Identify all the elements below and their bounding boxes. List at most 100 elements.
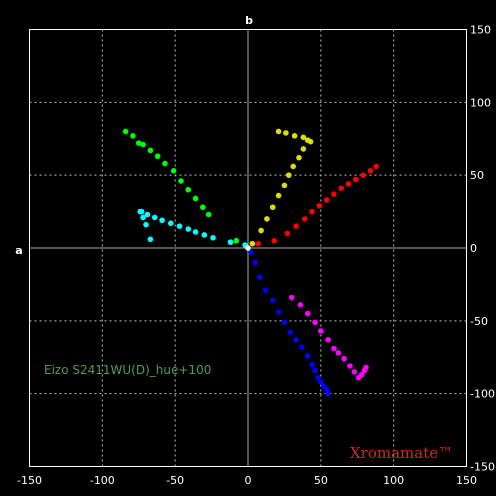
data-point [309,361,315,368]
data-point [300,134,307,141]
x-tick-label: 150 [456,474,477,487]
x-axis-title: a [15,244,22,257]
data-point [300,146,307,152]
data-point [293,223,299,229]
data-point [338,185,345,192]
data-point [290,163,296,170]
data-point [233,237,240,244]
data-point [325,336,331,343]
data-point [256,274,263,280]
data-point [373,163,379,170]
data-point [284,230,291,237]
data-point [281,319,288,326]
data-point [167,220,174,227]
data-point [192,195,199,202]
data-point [162,160,168,167]
data-point [275,309,282,315]
data-point [170,167,177,174]
data-point [122,128,129,135]
data-point [331,345,337,352]
data-point [287,329,294,336]
data-point [304,310,311,317]
data-point [352,176,359,183]
data-point [271,237,278,244]
data-point [296,154,302,161]
data-point [176,223,183,229]
y-tick-label: 100 [470,96,491,109]
data-point [154,153,161,160]
data-point [249,240,256,247]
data-points [122,128,379,397]
data-point [291,133,298,139]
data-point [283,130,289,136]
x-tick-label: -150 [17,474,42,487]
data-point [135,140,142,146]
data-point [227,239,234,245]
data-point [137,208,144,215]
data-point [367,167,374,174]
tick-labels: -150 -100 -50 0 50 100 150 150 100 50 0 -50 -100 -150 [17,24,495,488]
data-point [360,172,366,178]
data-point [201,232,208,238]
data-point [285,172,292,178]
y-tick-label: 150 [470,24,491,37]
data-point [264,216,270,222]
data-point [309,208,315,215]
data-point [302,216,308,222]
data-point [262,287,269,294]
data-point [318,328,324,334]
data-point [316,202,323,209]
data-point [140,214,146,221]
data-point [147,236,154,243]
data-point [307,138,314,145]
data-point [341,355,347,362]
data-point [297,302,304,308]
data-point [192,229,199,235]
data-point [147,147,154,154]
data-point [258,227,264,234]
y-axis-title: b [245,14,253,27]
data-point [248,249,254,256]
x-tick-label: 50 [314,474,328,487]
data-point [288,294,295,301]
data-point [178,178,184,184]
data-point [281,182,288,189]
data-point [140,141,146,148]
data-point [210,235,216,241]
data-point [351,369,358,375]
x-tick-label: 0 [245,474,252,487]
data-point [331,191,337,197]
data-point [335,350,342,356]
data-point [312,319,318,326]
data-point [304,352,311,359]
data-point [151,214,158,221]
data-point [144,211,151,218]
data-point [200,204,206,211]
data-point [185,186,192,193]
data-point [275,192,282,199]
data-point [255,240,261,247]
data-point [323,386,330,393]
data-point [358,371,365,378]
data-point [347,363,353,369]
data-point [159,217,165,224]
data-point [143,221,149,228]
y-tick-label: -100 [470,388,495,401]
y-tick-label: -150 [470,461,495,474]
data-point [205,211,212,218]
data-point [269,204,276,211]
data-point [245,245,251,251]
x-tick-label: -100 [90,474,115,487]
data-point [315,374,321,381]
data-point [299,344,305,350]
data-point [345,181,352,187]
brand-watermark: Xromamate™ [350,444,453,462]
data-point [275,128,282,135]
data-point [130,133,136,139]
data-point [293,336,299,343]
y-tick-label: 50 [470,169,484,182]
y-tick-label: -50 [470,315,488,328]
y-tick-label: 0 [470,242,477,255]
data-point [318,379,324,385]
